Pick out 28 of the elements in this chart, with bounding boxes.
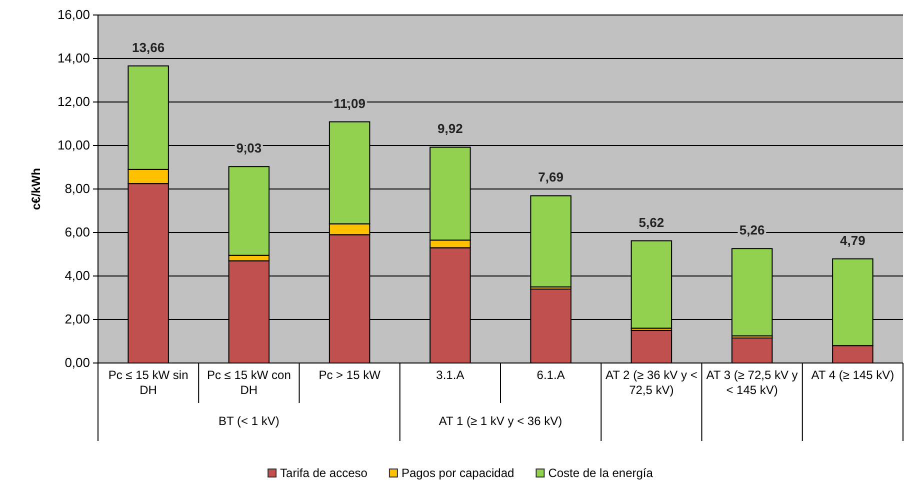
- x-tick-label: Pc ≤ 15 kW sin DH: [108, 368, 188, 397]
- y-tick-label: 16,00: [57, 7, 90, 22]
- text: AT 1 (≥ 1 kV y < 36 kV): [438, 414, 562, 428]
- x-tick-label: AT 3 (≥ 72,5 kV y < 145 kV): [706, 368, 798, 397]
- legend-label: Coste de la energía: [548, 466, 654, 480]
- x-tick-label: AT 4 (≥ 145 kV): [811, 368, 894, 382]
- x-tick-label: Pc ≤ 15 kW con DH: [206, 368, 291, 397]
- legend-label: Tarifa de acceso: [280, 466, 368, 480]
- y-tick-label: 10,00: [57, 138, 90, 153]
- total-label: 4,79: [840, 232, 866, 248]
- x-tick-label: 6.1.A: [536, 368, 565, 382]
- total-label: 5,62: [638, 214, 664, 230]
- x-tick-label: Pc > 15 kW: [318, 368, 382, 382]
- y-tick-label: 12,00: [57, 94, 90, 110]
- y-tick-label: 14,00: [57, 50, 90, 66]
- y-axis-title: c€/kWh: [29, 168, 43, 210]
- y-tick-label: 0,00: [64, 355, 90, 370]
- text: BT (< 1 kV): [218, 414, 280, 428]
- y-tick-label: 4,00: [64, 268, 90, 284]
- total-label: 7,69: [538, 170, 564, 185]
- x-tick-label: AT 2 (≥ 36 kV y < 72,5 kV): [606, 368, 698, 397]
- legend-label: Pagos por capacidad: [401, 466, 514, 480]
- total-label: 13,66: [132, 40, 165, 55]
- y-tick-label: 2,00: [64, 312, 90, 327]
- total-label: 9,92: [438, 121, 463, 136]
- y-tick-label: 6,00: [64, 224, 90, 240]
- y-tick-label: 8,00: [64, 181, 90, 196]
- x-tick-label: 3.1.A: [436, 368, 464, 382]
